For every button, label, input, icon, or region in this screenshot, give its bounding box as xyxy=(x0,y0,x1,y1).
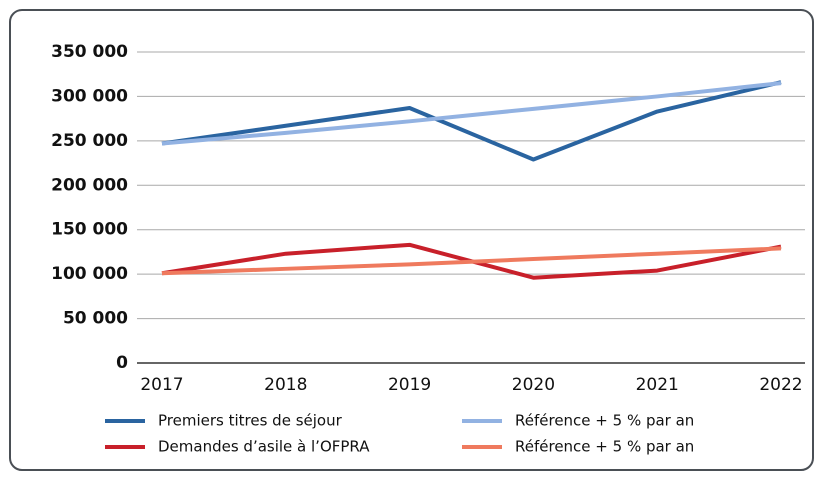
y-tick-label: 250 000 xyxy=(51,131,128,151)
series-line xyxy=(161,81,782,146)
y-tick-label: 0 xyxy=(116,353,128,373)
legend-label: Premiers titres de séjour xyxy=(158,412,343,430)
series-line xyxy=(161,246,782,276)
series-line xyxy=(161,80,782,162)
legend-label: Référence + 5 % par an xyxy=(515,438,694,456)
x-tick-label: 2017 xyxy=(140,375,183,395)
x-tick-label: 2021 xyxy=(636,375,679,395)
legend-label: Demandes d’asile à l’OFPRA xyxy=(158,438,370,456)
x-tick-label: 2022 xyxy=(759,375,802,395)
frame xyxy=(9,9,814,471)
legend-label: Référence + 5 % par an xyxy=(515,412,694,430)
y-tick-label: 350 000 xyxy=(51,42,128,62)
y-tick-label: 200 000 xyxy=(51,175,128,195)
x-tick-label: 2019 xyxy=(388,375,431,395)
y-tick-label: 100 000 xyxy=(51,264,128,284)
y-tick-label: 150 000 xyxy=(51,220,128,240)
x-tick-label: 2018 xyxy=(264,375,307,395)
x-tick-label: 2020 xyxy=(512,375,555,395)
y-tick-label: 300 000 xyxy=(51,86,128,106)
y-tick-label: 50 000 xyxy=(63,309,128,329)
